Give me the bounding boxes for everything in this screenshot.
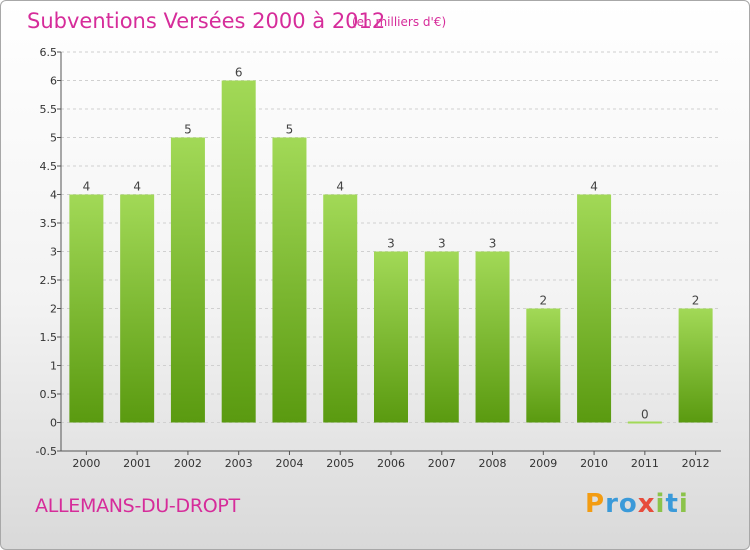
y-tick-label: -0.5: [36, 445, 57, 458]
x-tick-label: 2007: [428, 457, 456, 470]
proxiti-logo: Proxiti: [585, 489, 689, 519]
y-tick-label: 4.5: [40, 160, 58, 173]
x-tick-label: 2006: [377, 457, 405, 470]
logo-letter: o: [618, 489, 638, 519]
y-tick-label: 3: [50, 246, 57, 259]
bar: [120, 194, 155, 423]
y-tick-label: 3.5: [40, 217, 58, 230]
data-label: 0: [641, 408, 649, 422]
data-label: 2: [692, 294, 700, 308]
axes: [57, 51, 721, 455]
data-label: 3: [387, 237, 395, 251]
bars: [69, 80, 713, 424]
data-label: 5: [184, 123, 192, 137]
bar: [526, 308, 561, 423]
y-tick-label: 1: [50, 360, 57, 373]
data-label: 2: [539, 294, 547, 308]
bar: [221, 80, 256, 423]
y-tick-label: 2: [50, 303, 57, 316]
bar: [323, 194, 358, 423]
bar: [678, 308, 713, 423]
data-label: 4: [133, 180, 141, 194]
x-tick-label: 2004: [275, 457, 303, 470]
y-tick-label: 6: [50, 75, 57, 88]
y-tick-label: 5.5: [40, 103, 58, 116]
y-tick-label: 1.5: [40, 331, 58, 344]
x-tick-label: 2008: [479, 457, 507, 470]
logo-letter: t: [665, 489, 679, 519]
bar: [272, 137, 307, 423]
labels: -0.500.511.522.533.544.555.566.542000420…: [36, 46, 710, 470]
y-tick-label: 0: [50, 417, 57, 430]
commune-name: ALLEMANS-DU-DROPT: [35, 495, 240, 517]
data-label: 4: [336, 180, 344, 194]
logo-letter: P: [585, 489, 606, 519]
y-tick-label: 5: [50, 132, 57, 145]
bar: [170, 137, 205, 423]
y-tick-label: 6.5: [40, 46, 58, 59]
chart-title: Subventions Versées 2000 à 2012: [27, 9, 386, 33]
logo-letter: i: [678, 489, 689, 519]
bar: [577, 194, 612, 423]
bar: [627, 421, 662, 424]
y-tick-label: 4: [50, 189, 57, 202]
chart-subtitle: (en milliers d'€): [352, 15, 447, 29]
x-tick-label: 2009: [529, 457, 557, 470]
x-tick-label: 2001: [123, 457, 151, 470]
logo-letter: i: [655, 489, 666, 519]
logo-letter: x: [637, 489, 656, 519]
data-label: 6: [235, 66, 243, 80]
x-tick-label: 2003: [225, 457, 253, 470]
bar: [424, 251, 459, 423]
data-label: 4: [590, 180, 598, 194]
logo-letter: r: [605, 489, 619, 519]
x-tick-label: 2010: [580, 457, 608, 470]
bar: [69, 194, 104, 423]
y-tick-label: 0.5: [40, 388, 58, 401]
bar: [374, 251, 408, 423]
x-tick-label: 2002: [174, 457, 202, 470]
x-tick-label: 2011: [631, 457, 659, 470]
x-tick-label: 2005: [326, 457, 354, 470]
data-label: 3: [489, 237, 497, 251]
data-label: 3: [438, 237, 446, 251]
bar: [475, 251, 510, 423]
data-label: 4: [83, 180, 91, 194]
data-label: 5: [286, 123, 294, 137]
x-tick-label: 2012: [682, 457, 710, 470]
y-tick-label: 2.5: [40, 274, 58, 287]
x-tick-label: 2000: [72, 457, 100, 470]
